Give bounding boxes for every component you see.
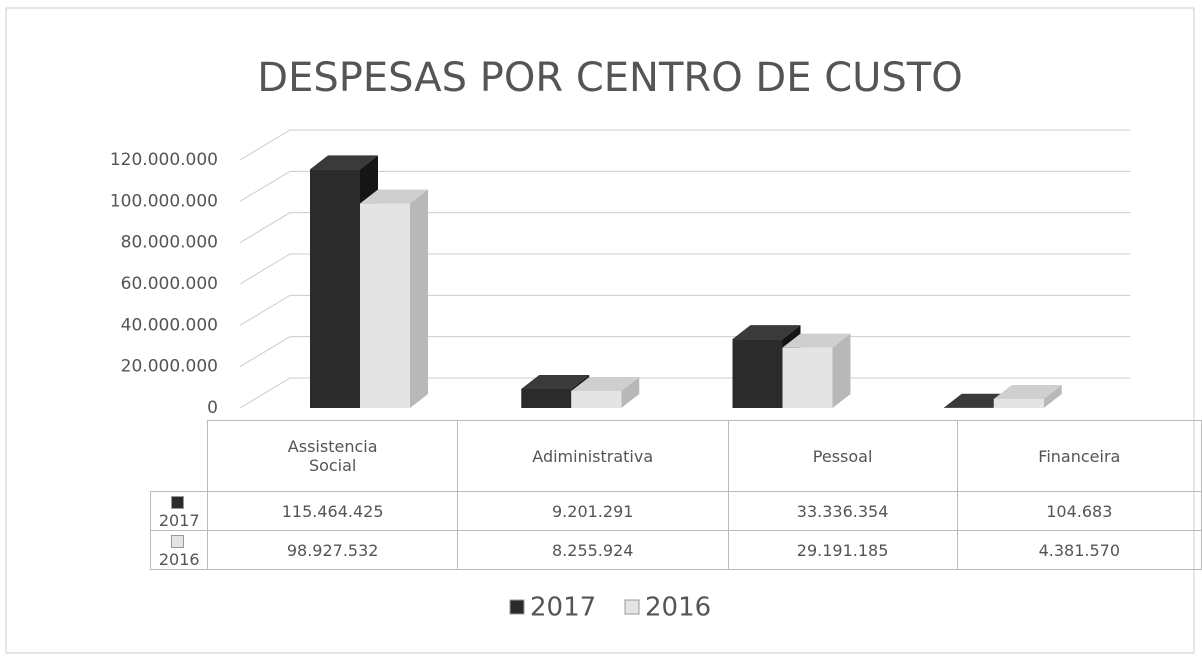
bar: [521, 388, 572, 408]
legend-label: 2017: [530, 593, 596, 623]
grid-line: [239, 253, 1130, 285]
bar: [732, 339, 783, 408]
grid-line: [239, 129, 1130, 161]
chart-border: [5, 7, 1195, 654]
y-tick-label: 100.000.000: [110, 191, 218, 211]
bar: [360, 203, 410, 408]
legend-swatch: [170, 535, 184, 548]
legend-swatch: [170, 496, 184, 509]
series-name: 2016: [158, 550, 200, 569]
value-label: 115.464.425: [207, 491, 458, 531]
bar-side: [1043, 384, 1062, 408]
data-table: Assistencia Social Adiministrativa Pessoal…: [149, 420, 1202, 570]
chart-title: DESPESAS POR CENTRO DE CUSTO: [257, 55, 962, 101]
bar: [993, 398, 1044, 408]
y-tick-label: 0: [207, 398, 218, 418]
legend-swatch: [509, 599, 525, 615]
bar-top: [521, 374, 590, 389]
bar: [782, 347, 833, 408]
bar-top: [360, 189, 428, 204]
bar: [310, 169, 360, 408]
legend-label: 2016: [645, 593, 711, 623]
x-tick-label: Pessoal: [727, 420, 958, 492]
table-series-cell: 2016: [149, 530, 209, 570]
table-corner: [151, 421, 208, 492]
y-tick-label: 60.000.000: [121, 274, 218, 294]
value-label: 104.683: [956, 491, 1202, 531]
table-series-cell: 2017: [149, 491, 209, 531]
bar: [571, 390, 622, 408]
y-tick-label: 120.000.000: [110, 150, 218, 170]
x-tick-label: Financeira: [956, 420, 1202, 492]
grid-line: [239, 212, 1130, 244]
grid-line: [239, 170, 1130, 202]
bar-top: [310, 155, 378, 170]
value-label: 8.255.924: [456, 530, 729, 570]
bar-top: [571, 376, 640, 391]
y-tick-label: 40.000.000: [121, 315, 218, 335]
bar-side: [410, 189, 428, 408]
bar-top: [732, 325, 801, 340]
value-label: 29.191.185: [727, 530, 958, 570]
table-header-row: Assistencia Social Adiministrativa Pessoal…: [151, 420, 1202, 492]
bar-side: [832, 333, 851, 408]
value-label: 98.927.532: [207, 530, 458, 570]
x-tick-label: Assistencia Social: [207, 420, 458, 492]
legend-swatch: [624, 599, 640, 615]
x-tick-label: Adiministrativa: [456, 420, 729, 492]
bar-top: [782, 333, 851, 348]
bar-side: [621, 376, 640, 408]
value-label: 9.201.291: [456, 491, 729, 531]
value-label: 33.336.354: [727, 491, 958, 531]
value-label: 4.381.570: [956, 530, 1202, 570]
table-row: 2017 115.464.425 9.201.291 33.336.354 104.68…: [149, 491, 1202, 531]
y-tick-label: 80.000.000: [121, 233, 218, 253]
series-name: 2017: [158, 511, 200, 530]
table-row: 2016 98.927.532 8.255.924 29.191.185 4.381.5…: [149, 530, 1202, 570]
y-tick-label: 20.000.000: [121, 357, 218, 377]
bar-top: [993, 384, 1062, 399]
grid-line: [239, 294, 1130, 326]
